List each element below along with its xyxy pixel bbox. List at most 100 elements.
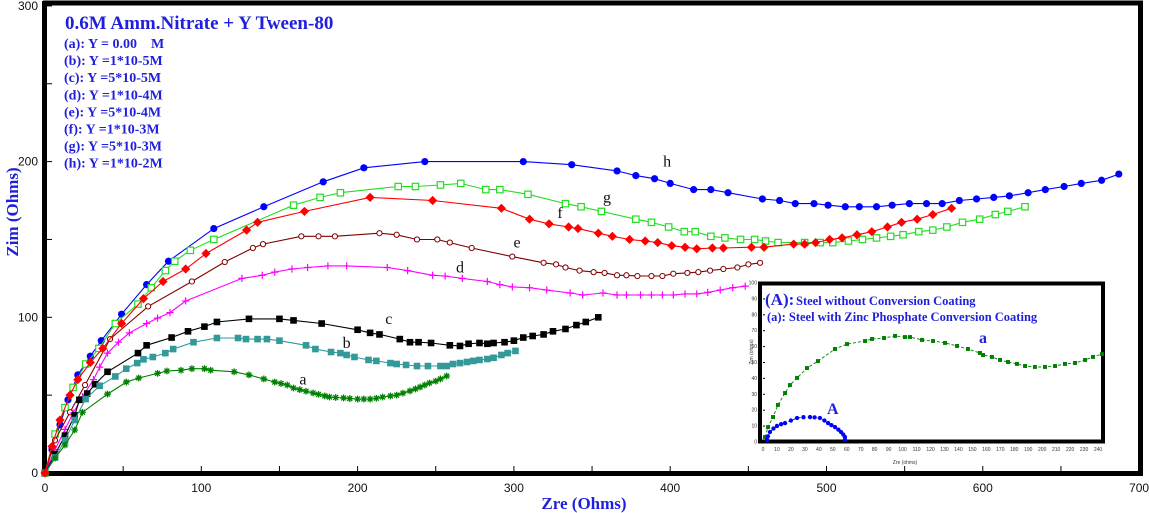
data-point — [553, 261, 560, 268]
data-point — [449, 360, 457, 368]
data-point — [40, 468, 50, 478]
data-point — [242, 225, 252, 235]
data-point — [509, 253, 516, 260]
data-point — [613, 272, 621, 279]
x-tick-label: 160 — [982, 447, 991, 453]
data-point — [98, 343, 108, 354]
data-point — [624, 234, 635, 245]
data-point — [704, 288, 712, 296]
y-tick-label: 60 — [751, 344, 757, 350]
curve-annotations: aA — [827, 330, 987, 418]
data-point — [822, 418, 827, 423]
legend-entry-h: (h): Y =1*10-2M — [64, 157, 163, 172]
data-point — [724, 189, 732, 197]
data-point — [778, 422, 784, 427]
data-point — [1004, 207, 1012, 216]
y-tick-label: 300 — [18, 0, 38, 13]
data-point — [912, 214, 922, 224]
data-point — [319, 178, 327, 186]
data-point — [289, 201, 298, 209]
x-tick-label: 200 — [348, 481, 368, 495]
data-point — [71, 412, 78, 419]
data-point — [931, 339, 936, 344]
data-point — [607, 231, 617, 241]
x-tick-label: 130 — [940, 447, 949, 453]
data-point — [354, 326, 361, 334]
data-point — [393, 391, 401, 399]
data-point — [312, 345, 319, 353]
data-point — [540, 259, 547, 266]
data-point — [71, 416, 78, 424]
data-point — [387, 359, 394, 367]
x-tick-label: 0 — [762, 447, 765, 453]
data-point — [634, 272, 641, 280]
data-point — [1083, 357, 1088, 362]
data-point — [872, 234, 881, 242]
data-point — [981, 353, 985, 358]
series-group — [40, 158, 1123, 478]
inset-legend: (A): Steel without Conversion Coating (a… — [765, 290, 1038, 324]
curve-annotations: a b c d e f g h — [299, 154, 671, 389]
data-point — [886, 232, 895, 241]
data-point — [437, 362, 444, 370]
data-point — [360, 395, 368, 403]
data-point — [458, 274, 466, 282]
data-point — [664, 223, 673, 231]
data-point — [379, 393, 387, 401]
data-point — [429, 271, 437, 279]
x-tick-label: 500 — [816, 481, 836, 495]
data-point — [750, 235, 759, 244]
data-point — [83, 390, 91, 397]
data-point — [804, 366, 809, 371]
data-point — [145, 303, 152, 310]
series-inset-1 — [764, 414, 848, 443]
data-point — [169, 345, 177, 353]
data-point — [416, 383, 424, 391]
data-point — [807, 414, 813, 420]
data-point — [393, 360, 400, 368]
data-point — [1077, 179, 1085, 187]
data-point — [670, 270, 677, 277]
data-point — [426, 379, 433, 387]
data-point — [810, 237, 821, 248]
data-point — [104, 390, 111, 398]
x-tick-label: 40 — [816, 447, 822, 453]
data-point — [943, 340, 948, 345]
data-point — [990, 193, 998, 202]
y-axis-ticks: 0 100 200 300 — [18, 0, 52, 480]
data-point — [902, 335, 907, 340]
data-point — [824, 201, 832, 209]
data-point — [413, 362, 421, 370]
x-tick-label: 10 — [774, 447, 780, 453]
data-point — [817, 415, 823, 421]
data-point — [351, 353, 358, 361]
x-axis-ticks: 0 10 20 30 40 50 60 70 80 90 100 110 120 130 140 150 160… — [762, 440, 1102, 453]
data-point — [393, 231, 400, 238]
data-point — [406, 338, 414, 346]
data-point — [734, 264, 741, 271]
data-point — [882, 336, 887, 340]
data-point — [908, 335, 912, 340]
data-point — [201, 323, 208, 330]
data-point — [138, 294, 149, 304]
data-point — [166, 309, 174, 317]
data-point — [613, 291, 621, 299]
data-point — [61, 432, 69, 439]
data-point — [1032, 364, 1037, 369]
data-point — [519, 158, 527, 166]
data-point — [684, 269, 691, 277]
legend-entry-e: (e): Y =5*10-4M — [64, 105, 161, 120]
data-point — [706, 267, 714, 274]
data-point — [525, 284, 534, 292]
data-point — [776, 196, 784, 205]
data-point — [816, 359, 820, 364]
data-point — [346, 395, 354, 402]
x-tick-label: 700 — [1129, 481, 1149, 495]
data-point — [1005, 192, 1013, 200]
data-point — [336, 188, 345, 197]
data-point — [791, 200, 799, 208]
data-point — [601, 269, 608, 277]
inset-legend-key-A: (A): — [765, 290, 794, 309]
data-point — [260, 375, 268, 383]
